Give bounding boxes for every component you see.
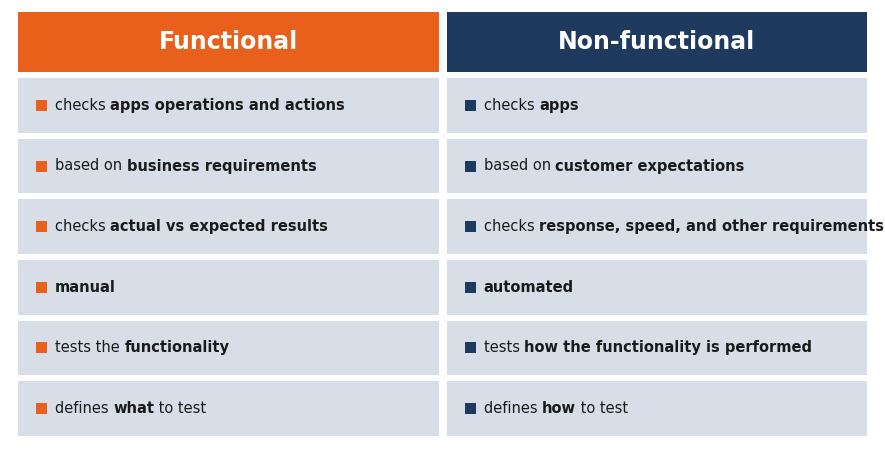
Text: manual: manual [55,280,116,295]
Text: how: how [542,401,576,416]
Text: what: what [113,401,154,416]
FancyBboxPatch shape [36,343,47,354]
FancyBboxPatch shape [465,343,475,354]
Text: functionality: functionality [125,340,229,355]
FancyBboxPatch shape [18,382,438,436]
Text: defines: defines [483,401,542,416]
FancyBboxPatch shape [447,199,867,254]
FancyBboxPatch shape [18,321,438,376]
FancyBboxPatch shape [447,12,867,72]
Text: checks: checks [483,98,539,113]
Text: checks: checks [55,219,111,234]
Text: based on: based on [55,158,127,174]
Text: response, speed, and other requirements: response, speed, and other requirements [539,219,884,234]
FancyBboxPatch shape [36,221,47,232]
FancyBboxPatch shape [465,100,475,111]
Text: to test: to test [154,401,206,416]
FancyBboxPatch shape [36,403,47,414]
FancyBboxPatch shape [447,260,867,315]
Text: business requirements: business requirements [127,158,317,174]
Text: defines: defines [55,401,113,416]
Text: based on: based on [483,158,555,174]
FancyBboxPatch shape [36,160,47,171]
FancyBboxPatch shape [18,78,438,133]
Text: checks: checks [55,98,111,113]
Text: Functional: Functional [158,30,298,54]
FancyBboxPatch shape [465,403,475,414]
Text: how the functionality is performed: how the functionality is performed [524,340,812,355]
Text: Non-functional: Non-functional [558,30,756,54]
Text: tests the: tests the [55,340,125,355]
FancyBboxPatch shape [447,139,867,193]
Text: checks: checks [483,219,539,234]
FancyBboxPatch shape [465,282,475,293]
FancyBboxPatch shape [36,282,47,293]
FancyBboxPatch shape [447,78,867,133]
FancyBboxPatch shape [447,321,867,376]
Text: actual vs expected results: actual vs expected results [111,219,328,234]
FancyBboxPatch shape [18,12,438,72]
FancyBboxPatch shape [465,160,475,171]
Text: customer expectations: customer expectations [555,158,744,174]
Text: tests: tests [483,340,524,355]
FancyBboxPatch shape [18,139,438,193]
Text: apps: apps [539,98,579,113]
FancyBboxPatch shape [465,221,475,232]
FancyBboxPatch shape [18,260,438,315]
Text: to test: to test [576,401,627,416]
FancyBboxPatch shape [447,382,867,436]
Text: apps operations and actions: apps operations and actions [111,98,345,113]
FancyBboxPatch shape [18,199,438,254]
FancyBboxPatch shape [36,100,47,111]
Text: automated: automated [483,280,573,295]
